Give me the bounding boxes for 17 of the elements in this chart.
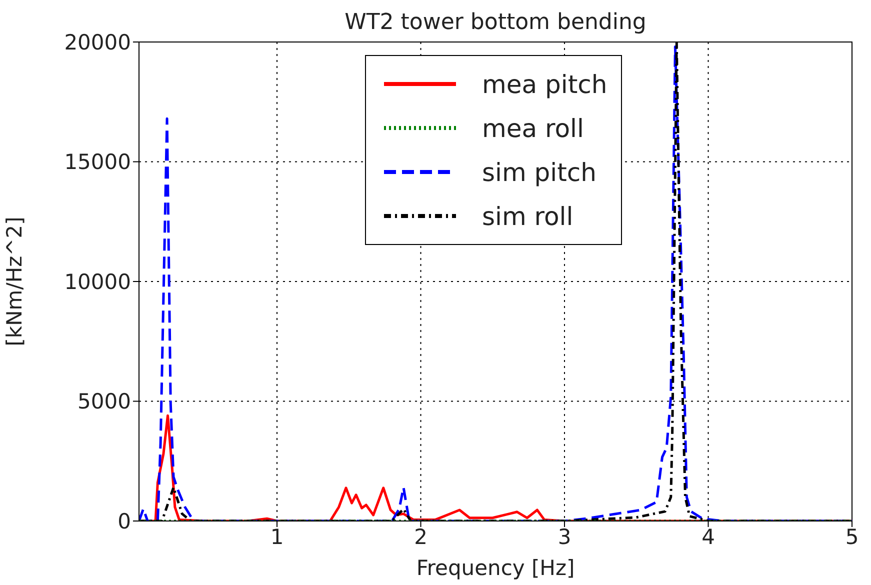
x-tick-label: 2 — [414, 524, 428, 549]
chart-title: WT2 tower bottom bending — [344, 10, 646, 35]
y-tick-label: 5000 — [78, 390, 131, 414]
x-tick-label: 5 — [845, 524, 859, 549]
x-axis-title: Frequency [Hz] — [416, 556, 575, 580]
x-tick-label: 3 — [558, 524, 572, 549]
x-tick-label: 4 — [702, 524, 715, 549]
y-tick-label: 0 — [118, 509, 131, 534]
x-tick-label: 1 — [270, 524, 284, 549]
y-tick-label: 20000 — [64, 30, 131, 54]
y-axis-title: [kNm/Hz^2] — [2, 216, 26, 346]
legend-label: sim roll — [482, 202, 574, 230]
legend-label: mea roll — [482, 114, 584, 142]
legend-label: sim pitch — [482, 158, 596, 186]
legend-label: mea pitch — [482, 70, 608, 98]
y-tick-label: 10000 — [64, 270, 131, 294]
y-tick-label: 15000 — [64, 150, 131, 174]
